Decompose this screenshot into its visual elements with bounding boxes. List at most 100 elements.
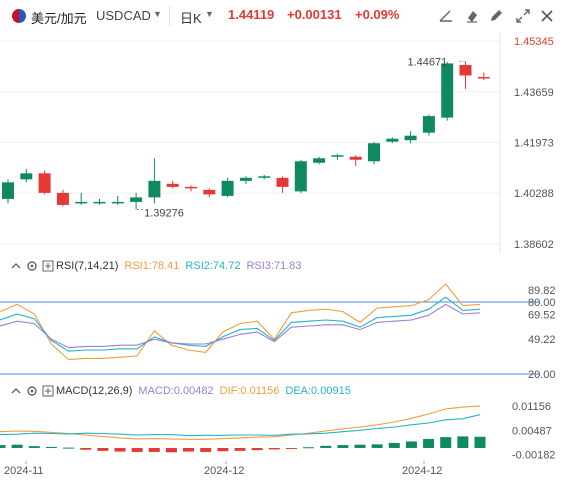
price-tick-label: 1.41973 bbox=[514, 138, 554, 150]
price-tick-label: 1.45345 bbox=[514, 36, 554, 48]
period-chevron-down-icon[interactable]: ▼ bbox=[205, 9, 214, 19]
period-selector[interactable]: 日K bbox=[180, 11, 202, 26]
price-change-pct: +0.09% bbox=[355, 7, 400, 22]
candle-up bbox=[130, 197, 143, 202]
draw-icon[interactable] bbox=[436, 6, 456, 26]
macd-bar-negative bbox=[268, 447, 280, 450]
expand-icon[interactable] bbox=[513, 6, 533, 26]
rsi-series-3 bbox=[0, 303, 481, 349]
macd-dif-line bbox=[0, 405, 481, 440]
candle-up bbox=[75, 201, 88, 204]
macd-bar-positive bbox=[63, 447, 75, 449]
macd-bar-positive bbox=[354, 444, 366, 448]
candle-up bbox=[386, 138, 399, 142]
pair-symbol[interactable]: USDCAD bbox=[96, 8, 151, 23]
macd-bar-negative bbox=[148, 447, 160, 452]
dif-value: DIF:0.01156 bbox=[219, 385, 280, 397]
candle-up bbox=[258, 176, 271, 178]
rsi3-value: RSI3:71.83 bbox=[246, 260, 302, 272]
macd-bar-negative bbox=[234, 447, 246, 451]
candle-down bbox=[459, 64, 472, 76]
macd-bar-positive bbox=[474, 436, 486, 448]
candle-up bbox=[93, 201, 106, 204]
chart-toolbar: 美元/加元 USDCAD ▼ 日K ▼ 1.44119 +0.00131 +0.… bbox=[0, 0, 565, 32]
currency-flag-icon bbox=[12, 9, 26, 23]
macd-bar-positive bbox=[457, 436, 469, 448]
candle-up bbox=[2, 182, 14, 199]
macd-bar-negative bbox=[200, 447, 212, 452]
candle-up bbox=[111, 201, 124, 204]
candle-up bbox=[239, 177, 252, 181]
candle-down bbox=[166, 183, 179, 187]
candle-down bbox=[276, 177, 289, 187]
candle-up bbox=[331, 155, 344, 157]
settings-gear-icon[interactable] bbox=[26, 385, 38, 397]
macd-bar-positive bbox=[440, 437, 452, 448]
macd-bar-negative bbox=[97, 447, 109, 451]
macd-bar-negative bbox=[131, 447, 143, 452]
close-icon[interactable] bbox=[537, 6, 557, 26]
pen-icon[interactable] bbox=[486, 6, 506, 26]
candle-down bbox=[477, 76, 490, 79]
candle-down bbox=[203, 189, 216, 195]
candle-down bbox=[56, 192, 69, 205]
macd-bar-positive bbox=[28, 446, 40, 448]
candle-up bbox=[20, 173, 33, 180]
macd-bar-negative bbox=[251, 447, 263, 451]
chevron-down-icon[interactable]: ▼ bbox=[153, 9, 162, 19]
rsi-panel-header: RSI(7,14,21) RSI1:78.41 RSI2:74.72 RSI3:… bbox=[0, 258, 308, 274]
macd-bar-negative bbox=[217, 447, 229, 452]
indicator-box-icon[interactable] bbox=[42, 385, 54, 397]
candle-down bbox=[185, 186, 197, 189]
candle-down bbox=[38, 173, 51, 193]
collapse-chevron-icon[interactable] bbox=[10, 385, 22, 397]
macd-tick-label: -0.00182 bbox=[512, 450, 555, 461]
rsi-tick-label: 20.00 bbox=[528, 369, 556, 380]
candle-up bbox=[368, 143, 380, 162]
low-price-marker: 1.39276 bbox=[144, 207, 184, 219]
macd-value: MACD:0.00482 bbox=[138, 385, 214, 397]
x-tick-label: 2024-12 bbox=[204, 465, 244, 477]
time-axis: 2024-11 2024-12 2024-12 bbox=[4, 461, 442, 477]
rsi1-value: RSI1:78.41 bbox=[124, 260, 180, 272]
macd-chart[interactable]: 0.01156 0.00487 -0.00182 bbox=[0, 399, 565, 461]
candle-down bbox=[349, 156, 362, 160]
macd-bar-positive bbox=[388, 442, 400, 448]
macd-bar-positive bbox=[0, 445, 6, 448]
settings-gear-icon[interactable] bbox=[26, 260, 38, 272]
indicator-box-icon[interactable] bbox=[42, 260, 54, 272]
candle-up bbox=[404, 135, 417, 141]
macd-bar-negative bbox=[285, 447, 297, 449]
macd-bar-positive bbox=[320, 445, 332, 448]
dea-value: DEA:0.00915 bbox=[285, 385, 351, 397]
rsi-title: RSI(7,14,21) bbox=[56, 260, 119, 272]
price-tick-label: 1.43659 bbox=[514, 87, 554, 99]
macd-bar-positive bbox=[45, 446, 57, 448]
candle-up bbox=[441, 63, 454, 118]
macd-bar-positive bbox=[11, 444, 23, 448]
price-tick-label: 1.40288 bbox=[514, 188, 554, 200]
rsi-tick-label: 80.00 bbox=[528, 297, 556, 309]
candle-up bbox=[221, 180, 234, 196]
candle-up bbox=[148, 180, 161, 198]
macd-panel-header: MACD(12,26,9) MACD:0.00482 DIF:0.01156 D… bbox=[0, 383, 357, 399]
eraser-icon[interactable] bbox=[462, 6, 482, 26]
rsi-tick-label: 89.82 bbox=[528, 285, 556, 297]
macd-tick-label: 0.00487 bbox=[512, 425, 552, 437]
collapse-chevron-icon[interactable] bbox=[10, 260, 22, 272]
macd-bar-positive bbox=[371, 444, 383, 448]
pair-name[interactable]: 美元/加元 bbox=[31, 11, 87, 26]
rsi-tick-label: 69.52 bbox=[528, 310, 556, 322]
macd-bar-negative bbox=[165, 447, 177, 453]
last-price: 1.44119 bbox=[228, 7, 275, 22]
candle-up bbox=[294, 161, 307, 192]
rsi-series-2 bbox=[0, 296, 481, 352]
macd-tick-label: 0.01156 bbox=[512, 401, 551, 413]
x-tick-label: 2024-12 bbox=[402, 465, 442, 477]
rsi2-value: RSI2:74.72 bbox=[185, 260, 241, 272]
macd-bar-positive bbox=[423, 438, 435, 448]
high-price-marker: 1.44671 bbox=[408, 56, 448, 68]
price-chart[interactable]: 1.45345 1.43659 1.41973 1.40288 1.38602 1.44… bbox=[0, 32, 565, 254]
candle-up bbox=[422, 116, 435, 133]
